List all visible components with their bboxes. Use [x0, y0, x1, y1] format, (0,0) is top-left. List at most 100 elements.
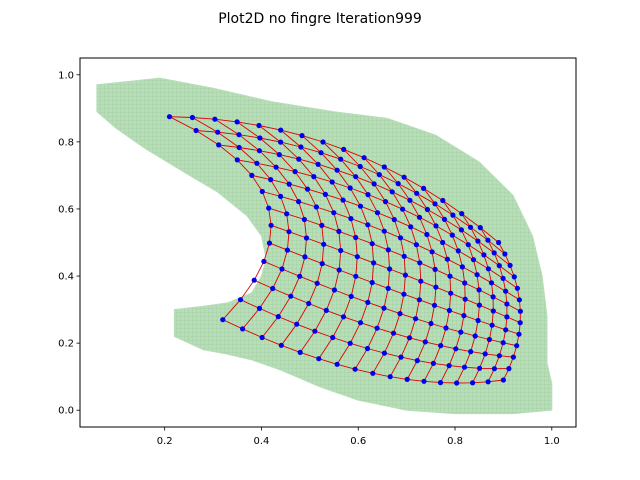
- mesh-node-point: [446, 307, 452, 314]
- mesh-node-point: [315, 161, 321, 167]
- mesh-node-point: [446, 363, 452, 369]
- mesh-node-point: [447, 273, 453, 279]
- mesh-node-point: [476, 302, 482, 308]
- mesh-node-point: [340, 197, 346, 203]
- mesh-node-point: [390, 330, 397, 336]
- mesh-node-point: [364, 345, 371, 352]
- mesh-node-point: [251, 277, 257, 283]
- mesh-node-point: [511, 274, 517, 280]
- mesh-node-point: [234, 157, 240, 163]
- mesh-node-point: [462, 296, 468, 302]
- mesh-node-point: [391, 217, 397, 223]
- y-tick-label: 0.4: [58, 272, 74, 283]
- mesh-node-point: [398, 354, 404, 360]
- mesh-node-point: [329, 179, 335, 185]
- mesh-node-point: [316, 356, 322, 362]
- mesh-node-point: [414, 190, 420, 196]
- mesh-node-point: [354, 254, 360, 260]
- mesh-node-point: [215, 129, 221, 135]
- mesh-node-point: [336, 228, 342, 234]
- mesh-node-point: [381, 305, 387, 311]
- mesh-node-point: [357, 163, 363, 170]
- mesh-node-point: [397, 235, 404, 241]
- mesh-node-point: [371, 260, 377, 266]
- mesh-node-point: [507, 262, 513, 268]
- x-tick-label: 0.2: [157, 436, 173, 447]
- mesh-node-point: [422, 339, 428, 345]
- mesh-node-point: [417, 260, 423, 266]
- mesh-node-point: [467, 224, 474, 230]
- mesh-node-point: [353, 174, 359, 180]
- mesh-node-point: [347, 340, 353, 346]
- mesh-node-point: [334, 167, 340, 173]
- mesh-node-point: [496, 239, 502, 246]
- mesh-node-point: [485, 266, 491, 272]
- mesh-node-point: [441, 216, 448, 222]
- x-tick-label: 1.0: [544, 436, 560, 447]
- mesh-node-point: [193, 127, 199, 134]
- mesh-node-point: [428, 320, 434, 327]
- mesh-node-point: [517, 308, 524, 314]
- mesh-node-point: [517, 320, 523, 326]
- mesh-node-point: [438, 343, 444, 349]
- mesh-node-point: [302, 254, 308, 260]
- mesh-node-point: [374, 325, 380, 331]
- mesh-node-point: [292, 169, 298, 175]
- mesh-node-point: [490, 294, 496, 300]
- mesh-node-point: [259, 334, 265, 341]
- mesh-node-point: [458, 227, 464, 233]
- mesh-node-point: [472, 333, 478, 339]
- mesh-node-point: [278, 127, 284, 133]
- mesh-node-point: [365, 222, 371, 228]
- mesh-node-point: [516, 331, 522, 337]
- mesh-node-point: [454, 380, 460, 386]
- mesh-node-point: [278, 193, 284, 199]
- mesh-node-point: [319, 261, 325, 267]
- mesh-node-point: [400, 206, 406, 212]
- plot-area: [96, 77, 553, 415]
- mesh-node-point: [376, 172, 382, 178]
- mesh-node-point: [490, 308, 496, 314]
- mesh-node-point: [220, 317, 226, 323]
- mesh-node-point: [510, 354, 516, 360]
- x-axis: 0.2 0.4 0.6 0.8 1.0: [157, 427, 560, 447]
- mesh-node-point: [296, 156, 302, 162]
- mesh-node-point: [261, 258, 267, 264]
- mesh-node-point: [319, 222, 325, 228]
- mesh-node-point: [433, 223, 439, 229]
- mesh-node-point: [331, 287, 337, 293]
- mesh-node-point: [458, 329, 464, 335]
- mesh-node-point: [449, 232, 455, 238]
- mesh-node-point: [502, 251, 508, 257]
- mesh-node-point: [496, 353, 502, 359]
- mesh-node-point: [299, 133, 305, 139]
- mesh-node-point: [413, 316, 419, 322]
- mesh-node-point: [237, 297, 244, 303]
- mesh-node-point: [311, 174, 317, 180]
- mesh-node-point: [402, 272, 408, 278]
- mesh-node-point: [455, 248, 461, 254]
- mesh-node-point: [387, 266, 393, 272]
- mesh-node-point: [348, 216, 354, 222]
- mesh-node-point: [212, 116, 218, 122]
- mesh-node-point: [514, 285, 521, 291]
- mesh-node-point: [256, 305, 263, 311]
- mesh-node-point: [516, 297, 523, 303]
- mesh-node-point: [236, 132, 242, 138]
- mesh-node-point: [468, 349, 474, 355]
- mesh-node-point: [387, 374, 393, 380]
- x-tick-label: 0.8: [447, 436, 463, 447]
- mesh-node-point: [500, 275, 506, 281]
- mesh-node-point: [381, 164, 387, 170]
- mesh-node-point: [338, 247, 344, 254]
- mesh-node-point: [485, 379, 491, 385]
- mesh-node-point: [401, 291, 407, 297]
- mesh-node-point: [297, 349, 303, 355]
- mesh-node-point: [357, 320, 364, 326]
- y-tick-label: 0.8: [58, 137, 74, 148]
- mesh-node-point: [256, 122, 262, 129]
- mesh-node-point: [429, 249, 435, 255]
- mesh-node-point: [286, 181, 292, 187]
- mesh-node-point: [500, 340, 506, 346]
- mesh-node-point: [286, 229, 292, 235]
